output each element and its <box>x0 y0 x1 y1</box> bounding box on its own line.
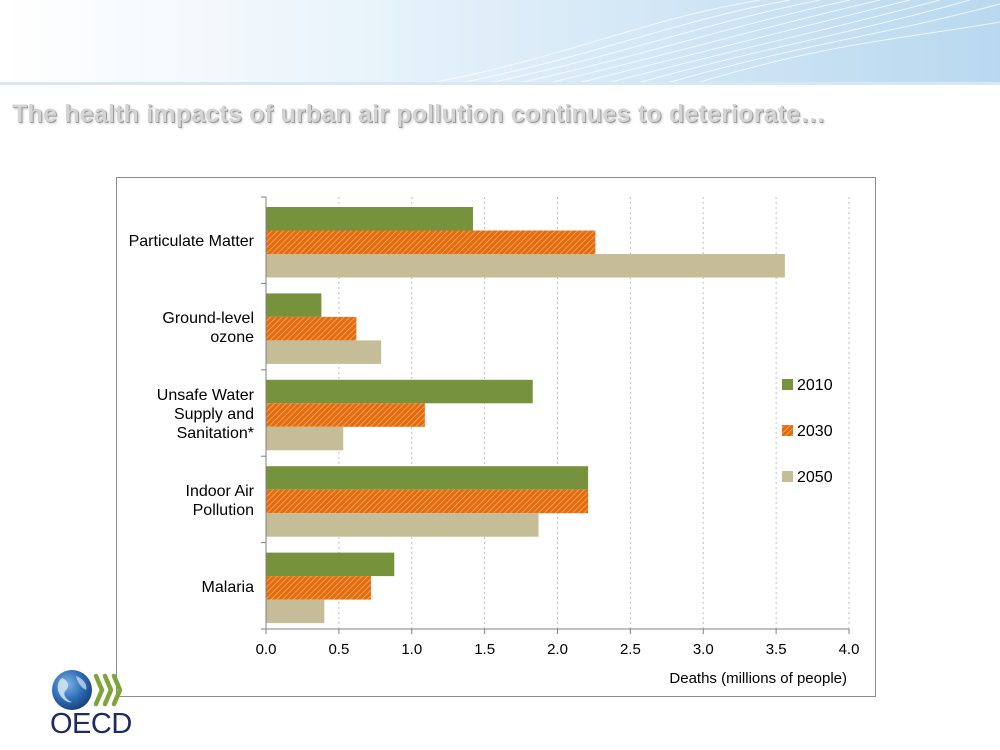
bar-2050 <box>266 599 325 624</box>
x-tick-label: 0.0 <box>256 641 277 658</box>
x-tick-label: 2.0 <box>547 641 568 658</box>
legend-label-2030: 2030 <box>797 423 833 440</box>
category-label: Malaria <box>202 579 255 596</box>
x-tick-label: 1.0 <box>401 641 422 658</box>
legend-label-2010: 2010 <box>797 377 833 394</box>
legend-label-2050: 2050 <box>797 469 833 486</box>
legend-swatch-2010 <box>782 379 793 390</box>
category-label: Unsafe Water Supply and Sanitation* <box>157 387 255 442</box>
bar-2030 <box>266 489 589 514</box>
bar-2010 <box>266 379 533 404</box>
bar-2050 <box>266 340 382 364</box>
legend-swatch-2050 <box>782 471 793 482</box>
slide-title: The health impacts of urban air pollutio… <box>12 100 826 128</box>
x-tick-label: 3.0 <box>693 641 714 658</box>
bar-2030 <box>266 316 357 341</box>
header-banner <box>0 0 1000 85</box>
x-tick-label: 3.5 <box>766 641 787 658</box>
bar-2030 <box>266 403 425 427</box>
bar-2010 <box>266 466 589 490</box>
x-tick-label: 0.5 <box>328 641 349 658</box>
bar-2050 <box>266 254 785 278</box>
bar-chart: 0.0 0.5 1.0 1.5 2.0 2.5 3.0 3.5 4.0 Particulate M… <box>129 196 860 687</box>
bar-2010 <box>266 552 395 577</box>
legend-swatch-2030 <box>782 425 793 436</box>
bar-2030 <box>266 230 596 254</box>
category-label: Particulate Matter <box>129 233 255 250</box>
oecd-logo-text: OECD <box>50 708 132 740</box>
category-label: Ground-level ozone <box>162 310 254 346</box>
bar-2050 <box>266 426 344 451</box>
bar-2010 <box>266 293 322 317</box>
x-tick-label: 4.0 <box>839 641 860 658</box>
category-label: Indoor Air Pollution <box>186 483 255 519</box>
oecd-globe-logo <box>52 670 123 710</box>
bar-2030 <box>266 576 371 600</box>
x-tick-label: 1.5 <box>474 641 495 658</box>
bar-2050 <box>266 513 539 537</box>
x-axis-title: Deaths (millions of people) <box>669 670 847 687</box>
x-tick-label: 2.5 <box>620 641 641 658</box>
bar-2010 <box>266 207 473 231</box>
